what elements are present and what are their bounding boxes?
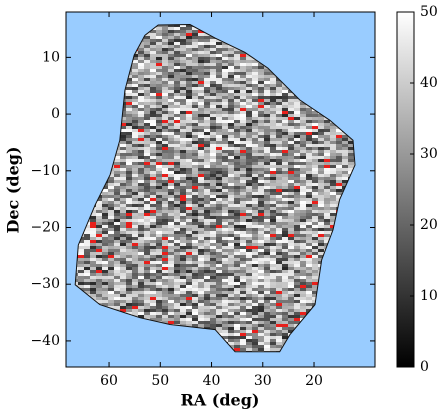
x-axis-label: RA (deg) <box>181 391 260 410</box>
colorbar <box>396 11 415 368</box>
footprint <box>74 23 356 353</box>
colorbar-tick-label: 50 <box>420 4 438 20</box>
x-tick-label: 30 <box>254 373 272 389</box>
x-tick-label: 40 <box>203 373 221 389</box>
colorbar-tick-label: 0 <box>420 359 429 375</box>
x-tick-label: 60 <box>100 373 118 389</box>
y-tick-label: −40 <box>30 333 60 349</box>
y-tick-label: −10 <box>30 163 60 179</box>
colorbar-tick-label: 40 <box>420 75 438 91</box>
colorbar-tick-label: 20 <box>420 217 438 233</box>
x-tick-label: 20 <box>305 373 323 389</box>
colorbar-tick-label: 10 <box>420 288 438 304</box>
y-tick-label: −20 <box>30 219 60 235</box>
y-axis-label: Dec (deg) <box>4 146 23 233</box>
x-tick-label: 50 <box>151 373 169 389</box>
y-tick-label: 0 <box>51 106 60 122</box>
y-tick-label: 10 <box>42 49 60 65</box>
y-tick-label: −30 <box>30 276 60 292</box>
plot-frame <box>65 11 376 368</box>
colorbar-tick-label: 30 <box>420 146 438 162</box>
